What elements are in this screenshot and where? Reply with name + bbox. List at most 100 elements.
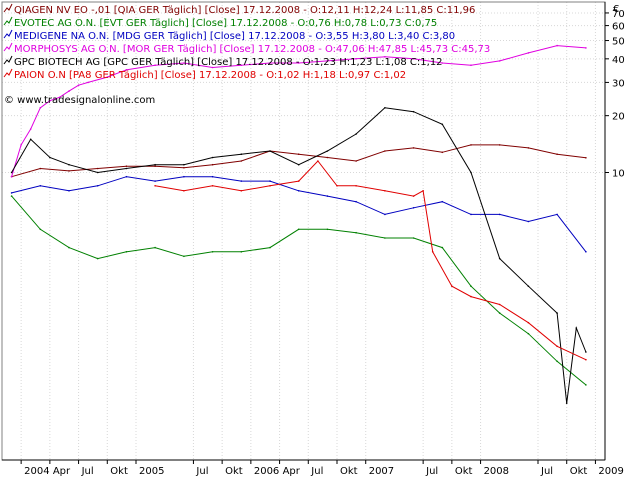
data-point: [422, 190, 424, 192]
x-tick-label: Jul: [81, 466, 94, 477]
data-point: [527, 52, 530, 54]
legend-stats: O:47,06 H:47,85 L:45,73 C:45,73: [325, 44, 490, 55]
data-point: [412, 207, 415, 209]
data-point: [269, 180, 271, 182]
data-point: [183, 175, 185, 178]
data-point: [384, 190, 386, 192]
data-point: [556, 153, 558, 155]
data-point: [384, 150, 386, 152]
data-point: [49, 99, 51, 102]
legend-entry: MEDIGENE NA O.N. [MDG GER Täglich] [Clos…: [14, 31, 455, 42]
data-point: [470, 171, 472, 174]
data-point: [183, 255, 185, 258]
data-point: [240, 251, 243, 253]
x-tick-label: 2009: [598, 466, 623, 477]
legend-entry: GPC BIOTECH AG [GPC GER Täglich] [Close]…: [14, 57, 443, 68]
data-point: [269, 150, 271, 152]
data-point: [326, 150, 329, 152]
data-point: [39, 107, 42, 109]
data-point: [527, 332, 530, 335]
data-point: [87, 81, 89, 84]
data-point: [441, 200, 444, 203]
data-point: [355, 231, 357, 234]
legend: QIAGEN NV EO -,01 [QIA GER Täglich] [Clo…: [3, 3, 490, 81]
x-tick-label: Okt: [110, 466, 128, 477]
data-point: [384, 237, 386, 239]
data-point: [125, 175, 128, 178]
legend-line-icon: [3, 42, 13, 52]
data-point: [125, 167, 128, 170]
series-line-4: [11, 107, 587, 404]
x-tick-label: 2007: [369, 466, 394, 477]
legend-line-icon: [3, 68, 13, 78]
data-point: [58, 96, 61, 99]
data-point: [498, 303, 501, 306]
data-point: [211, 251, 214, 253]
data-point: [556, 312, 558, 314]
legend-entry: EVOTEC AG O.N. [EVT GER Täglich] [Close]…: [14, 18, 437, 29]
data-point: [585, 358, 587, 361]
data-point: [106, 76, 109, 78]
data-point: [39, 228, 42, 231]
x-tick-label: Okt: [570, 466, 588, 477]
data-point: [326, 156, 329, 159]
x-tick-label: Jul: [195, 466, 208, 477]
data-point: [183, 166, 185, 169]
data-point: [565, 402, 568, 405]
data-point: [355, 200, 357, 203]
data-point: [412, 58, 415, 60]
legend-stats: O:3,55 H:3,80 L:3,40 C:3,80: [315, 31, 455, 42]
data-point: [585, 251, 587, 253]
y-tick-label: 60: [612, 22, 625, 33]
data-point: [211, 163, 214, 166]
data-point: [297, 190, 300, 192]
data-point: [384, 213, 386, 216]
legend-line-icon: [3, 16, 13, 26]
data-point: [96, 167, 99, 170]
data-point: [556, 345, 558, 348]
data-point: [355, 133, 357, 135]
data-point: [498, 213, 501, 216]
data-point: [441, 62, 444, 64]
legend-entry: QIAGEN NV EO -,01 [QIA GER Täglich] [Clo…: [14, 5, 475, 16]
legend-stats: O:1,23 H:1,23 L:1,08 C:1,12: [303, 57, 443, 68]
data-point: [556, 360, 558, 363]
data-point: [498, 144, 501, 146]
y-axis-ticks: 70 60 50 40 30 20 10: [605, 9, 625, 179]
data-point: [431, 251, 434, 253]
y-tick-label: 40: [612, 55, 625, 66]
data-point: [49, 156, 51, 159]
data-point: [470, 285, 472, 288]
data-point: [240, 64, 243, 66]
data-point: [68, 90, 70, 92]
x-tick-label: Apr: [283, 466, 301, 477]
data-point: [585, 47, 587, 49]
data-point: [183, 190, 185, 192]
data-point: [211, 175, 214, 178]
data-point: [96, 257, 99, 260]
data-point: [240, 153, 243, 155]
data-point: [154, 165, 156, 167]
data-point: [317, 160, 319, 162]
data-point: [451, 285, 453, 288]
data-point: [527, 285, 530, 288]
data-point: [498, 60, 501, 62]
data-point: [326, 60, 329, 62]
data-point: [125, 69, 128, 71]
data-point: [96, 185, 99, 187]
legend-label: MEDIGENE NA O.N. [MDG GER Täglich] [Clos…: [14, 31, 315, 42]
data-point: [470, 64, 472, 66]
x-tick-label: 2008: [484, 466, 509, 477]
currency-symbol: €: [613, 4, 619, 15]
data-point: [68, 190, 70, 192]
data-point: [470, 213, 472, 216]
x-tick-label: Jul: [540, 466, 553, 477]
data-point: [154, 180, 156, 182]
data-point: [68, 246, 70, 249]
data-point: [470, 144, 472, 146]
x-axis-ticks: 2004 Apr Jul Okt 2005 Jul Okt 2006 Apr Jul Okt 2007…: [20, 460, 624, 477]
data-point: [154, 64, 156, 66]
data-point: [68, 170, 70, 172]
data-point: [154, 246, 156, 249]
data-point: [575, 327, 578, 329]
